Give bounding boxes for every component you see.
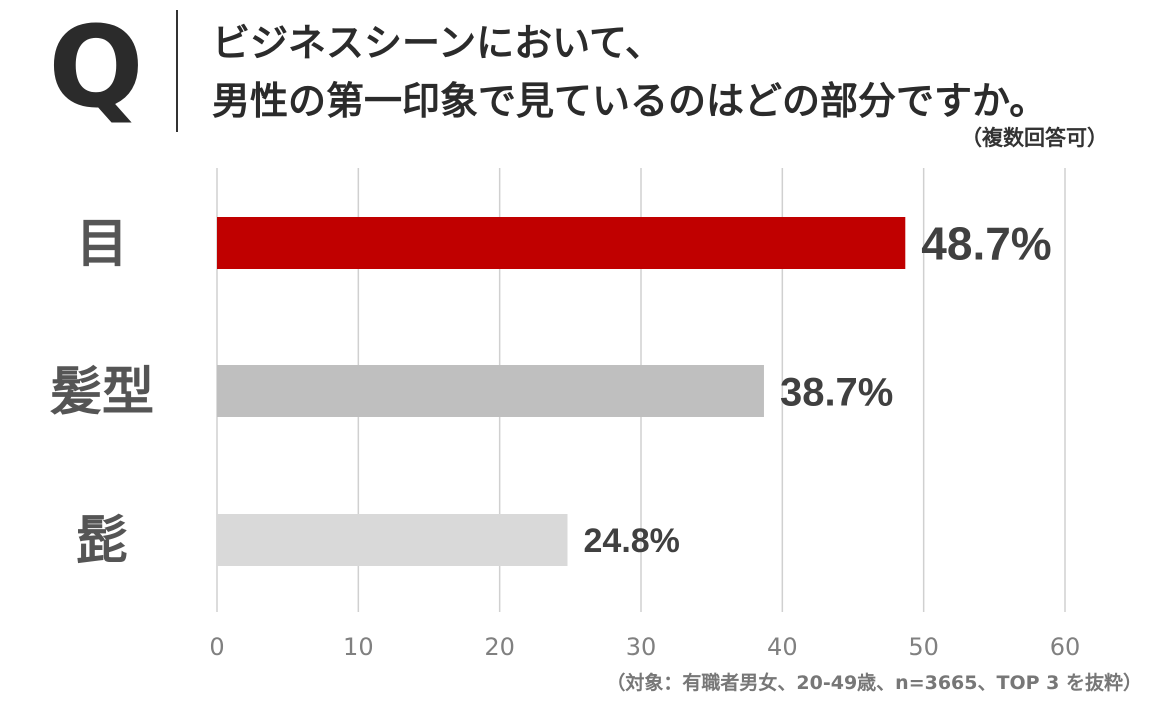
x-tick-label: 50 [908,633,939,661]
question-title-line-1: ビジネスシーンにおいて、 [212,21,664,65]
survey-source-note: （対象：有職者男女、20-49歳、n=3665、TOP 3 を抜粋） [606,672,1142,694]
x-tick-label: 20 [484,633,515,661]
category-label: 髭 [76,512,128,572]
multiple-answer-note: （複数回答可） [961,126,1108,150]
q-mark: Q [48,3,144,133]
value-label: 48.7% [921,218,1051,270]
x-tick-label: 0 [209,633,224,661]
value-label: 24.8% [584,522,680,560]
q-divider [176,10,178,132]
value-label: 38.7% [780,370,893,414]
bar [217,514,568,566]
x-tick-label: 40 [767,633,798,661]
category-label: 目 [76,215,128,275]
bar [217,217,906,269]
question-title-line-2: 男性の第一印象で見ているのはどの部分ですか。 [212,79,1048,123]
x-tick-label: 60 [1050,633,1081,661]
question-title: ビジネスシーンにおいて、 男性の第一印象で見ているのはどの部分ですか。 [212,14,1142,130]
bar [217,365,764,417]
x-tick-label: 10 [343,633,374,661]
x-tick-label: 30 [626,633,657,661]
category-label: 髪型 [50,363,154,423]
